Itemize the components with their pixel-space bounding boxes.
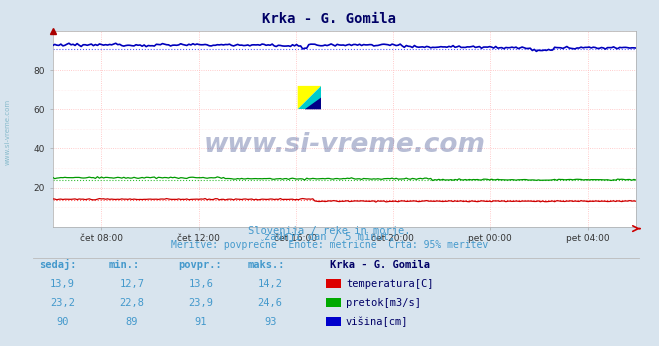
Text: 89: 89 [126,317,138,327]
Text: zadnji dan / 5 minut.: zadnji dan / 5 minut. [264,233,395,243]
Text: 93: 93 [264,317,276,327]
Polygon shape [298,86,321,109]
Polygon shape [298,86,321,109]
Text: maks.:: maks.: [247,260,285,270]
Polygon shape [304,98,321,109]
Text: 12,7: 12,7 [119,279,144,289]
Text: višina[cm]: višina[cm] [346,317,409,327]
Text: sedaj:: sedaj: [40,259,77,270]
Text: 22,8: 22,8 [119,298,144,308]
Text: 91: 91 [195,317,207,327]
Text: Krka - G. Gomila: Krka - G. Gomila [330,260,430,270]
Text: Krka - G. Gomila: Krka - G. Gomila [262,12,397,26]
Text: povpr.:: povpr.: [178,260,221,270]
Text: 23,9: 23,9 [188,298,214,308]
Text: Meritve: povprečne  Enote: metrične  Črta: 95% meritev: Meritve: povprečne Enote: metrične Črta:… [171,238,488,250]
Text: min.:: min.: [109,260,140,270]
Text: 24,6: 24,6 [258,298,283,308]
Text: 23,2: 23,2 [50,298,75,308]
Text: 90: 90 [57,317,69,327]
Text: www.si-vreme.com: www.si-vreme.com [204,131,485,157]
Text: temperatura[C]: temperatura[C] [346,279,434,289]
Text: 14,2: 14,2 [258,279,283,289]
Text: 13,6: 13,6 [188,279,214,289]
Text: Slovenija / reke in morje.: Slovenija / reke in morje. [248,226,411,236]
Text: www.si-vreme.com: www.si-vreme.com [5,98,11,165]
Text: 13,9: 13,9 [50,279,75,289]
Text: pretok[m3/s]: pretok[m3/s] [346,298,421,308]
